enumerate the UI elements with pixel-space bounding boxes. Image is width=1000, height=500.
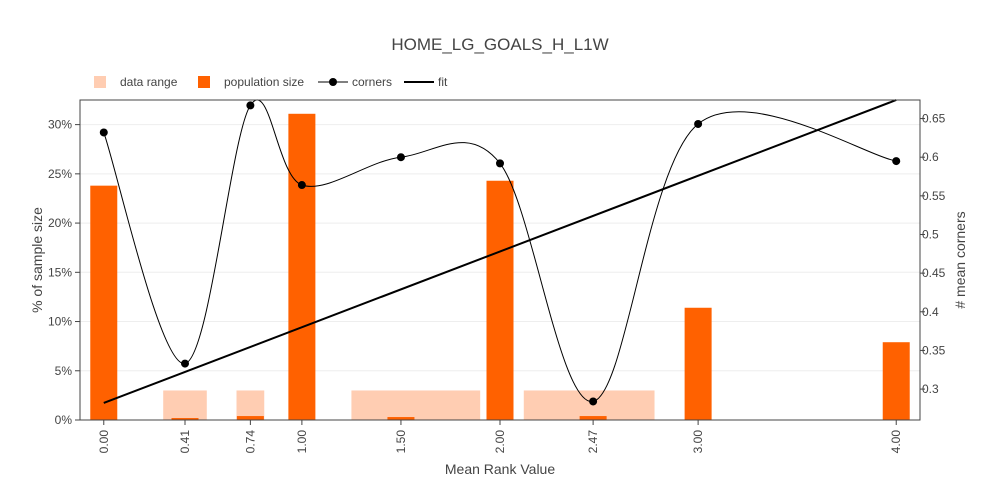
x-tick-label: 0.41 — [178, 430, 192, 454]
y-left-tick-label: 5% — [55, 364, 73, 378]
x-tick-label: 2.00 — [493, 430, 507, 454]
y-left-tick-label: 10% — [48, 315, 72, 329]
y-left-tick-label: 0% — [55, 413, 73, 427]
population-bar — [288, 113, 316, 421]
legend-swatch-marker — [329, 78, 337, 86]
x-axis: 0.00 0.41 0.74 1.00 1.50 2.00 2.47 3.00 4.00 — [97, 420, 903, 453]
corners-point — [297, 181, 306, 190]
corners-point — [589, 397, 598, 406]
y-left-tick-label: 20% — [48, 216, 72, 230]
y-axis-right: 0.3 0.35 0.4 0.45 0.5 0.55 0.6 0.65 — [920, 112, 946, 396]
y-right-tick-label: 0.4 — [922, 305, 939, 319]
y-left-tick-label: 25% — [48, 167, 72, 181]
x-tick-label: 0.74 — [243, 430, 257, 454]
corners-point — [396, 153, 405, 162]
x-tick-label: 4.00 — [889, 430, 903, 454]
y-axis-left: 0% 5% 10% 15% 20% 25% 30% — [48, 118, 80, 427]
legend-swatch — [198, 76, 210, 88]
lines — [99, 99, 901, 406]
corners-point — [496, 159, 504, 168]
corners-point — [181, 359, 189, 368]
y-left-tick-label: 15% — [48, 265, 72, 279]
y-axis-left-title: % of sample size — [29, 207, 45, 313]
y-right-tick-label: 0.55 — [922, 189, 946, 203]
legend: data range population size corners fit — [94, 75, 448, 89]
y-right-tick-label: 0.5 — [922, 227, 939, 241]
corners-line — [103, 99, 897, 402]
corners-point — [99, 128, 108, 137]
x-tick-label: 1.50 — [394, 430, 408, 454]
legend-swatch — [94, 76, 106, 88]
population-bar — [236, 416, 264, 420]
y-right-tick-label: 0.45 — [922, 266, 946, 280]
population-bar — [171, 418, 199, 420]
population-bar — [387, 417, 415, 420]
x-axis-title: Mean Rank Value — [445, 461, 555, 477]
y-right-tick-label: 0.35 — [922, 343, 946, 357]
corners-point — [246, 101, 255, 110]
legend-label: population size — [224, 75, 304, 89]
corners-point — [892, 157, 901, 166]
population-bar — [486, 180, 514, 420]
population-bar — [684, 307, 712, 420]
x-tick-label: 2.47 — [586, 430, 600, 454]
population-bar — [882, 342, 910, 420]
x-tick-label: 1.00 — [295, 430, 309, 454]
legend-label: data range — [120, 75, 178, 89]
x-tick-label: 0.00 — [97, 430, 111, 454]
bars — [90, 113, 910, 421]
fit-line — [103, 99, 897, 404]
y-axis-right-title: # mean corners — [952, 211, 968, 308]
y-right-tick-label: 0.3 — [922, 382, 939, 396]
data-range-bar — [523, 390, 655, 420]
chart-title: HOME_LG_GOALS_H_L1W — [391, 35, 608, 54]
corners-point — [694, 119, 703, 128]
legend-label: corners — [352, 75, 392, 89]
data-range-bar — [351, 390, 481, 420]
y-left-tick-label: 30% — [48, 118, 72, 132]
y-right-tick-label: 0.6 — [922, 150, 939, 164]
data-range-bar — [163, 390, 207, 420]
data-range-bar — [236, 390, 265, 420]
y-right-tick-label: 0.65 — [922, 112, 946, 126]
x-tick-label: 3.00 — [691, 430, 705, 454]
population-bar — [579, 416, 607, 420]
population-bar — [90, 185, 118, 420]
legend-label: fit — [438, 75, 448, 89]
